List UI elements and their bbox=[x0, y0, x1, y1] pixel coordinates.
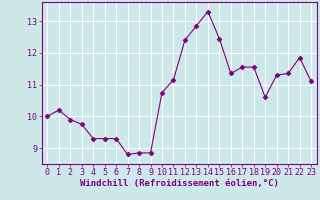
X-axis label: Windchill (Refroidissement éolien,°C): Windchill (Refroidissement éolien,°C) bbox=[80, 179, 279, 188]
